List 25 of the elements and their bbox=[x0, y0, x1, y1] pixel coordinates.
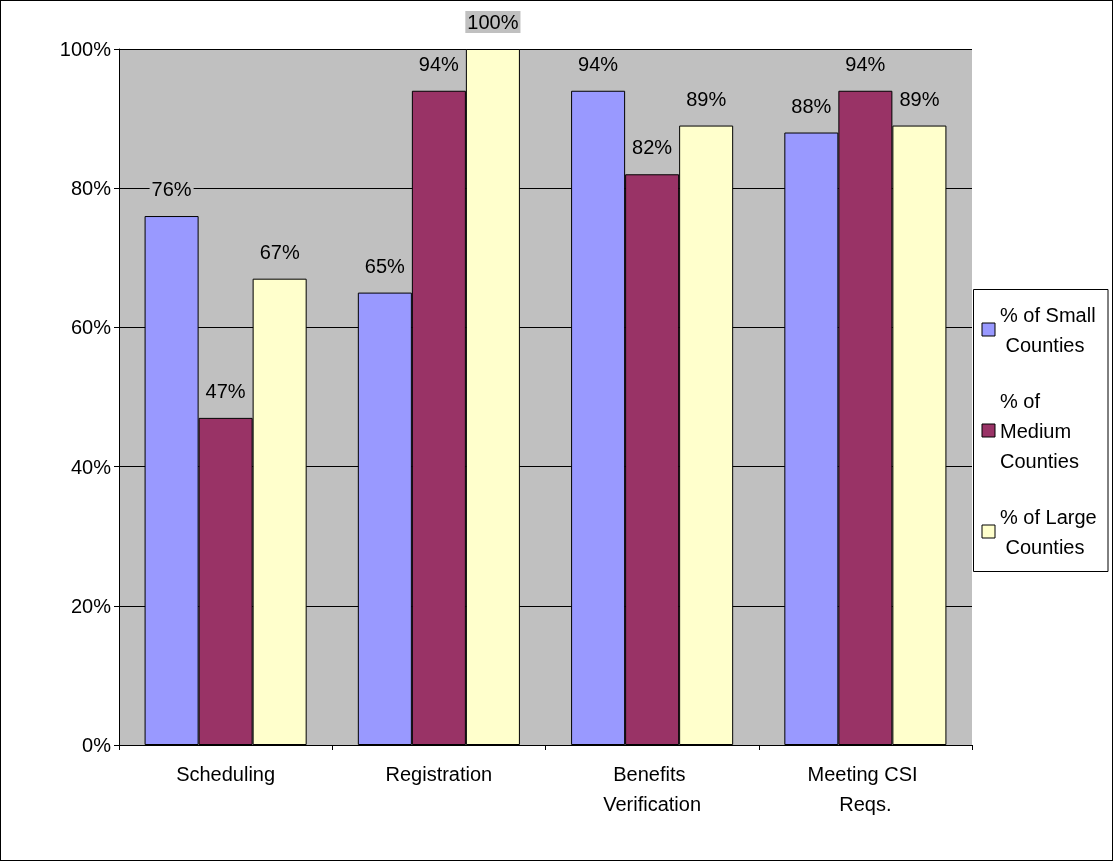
data-label: 89% bbox=[686, 87, 727, 110]
legend-label: % of Small Counties bbox=[1000, 303, 1096, 356]
y-tick-label: 0% bbox=[82, 734, 112, 756]
y-tick-label: 100% bbox=[59, 38, 112, 60]
data-label: 100% bbox=[467, 11, 519, 33]
data-label: 94% bbox=[418, 52, 460, 75]
y-tick-label: 60% bbox=[70, 316, 112, 339]
data-label: 47% bbox=[205, 379, 246, 402]
y-tick-label: 20% bbox=[70, 594, 112, 617]
data-label: 89% bbox=[899, 87, 940, 110]
data-label: 88% bbox=[791, 94, 832, 117]
data-label: 67% bbox=[259, 240, 300, 263]
x-tick-label: Registration bbox=[385, 763, 493, 785]
data-label: 94% bbox=[845, 52, 886, 75]
data-label: 65% bbox=[364, 254, 406, 277]
y-tick-label: 80% bbox=[70, 177, 112, 200]
legend-label: % of Large Counties bbox=[1000, 505, 1097, 558]
x-tick-label: Scheduling bbox=[176, 763, 276, 785]
data-label: 82% bbox=[632, 136, 673, 159]
x-tick-label: Meeting CSI Reqs. bbox=[807, 763, 924, 815]
data-label: 76% bbox=[151, 178, 192, 201]
legend-label: % of Medium Counties bbox=[1000, 389, 1079, 472]
y-tick-label: 40% bbox=[70, 455, 112, 478]
data-label: 94% bbox=[578, 52, 619, 75]
x-tick-label: Benefits Verification bbox=[603, 763, 702, 815]
